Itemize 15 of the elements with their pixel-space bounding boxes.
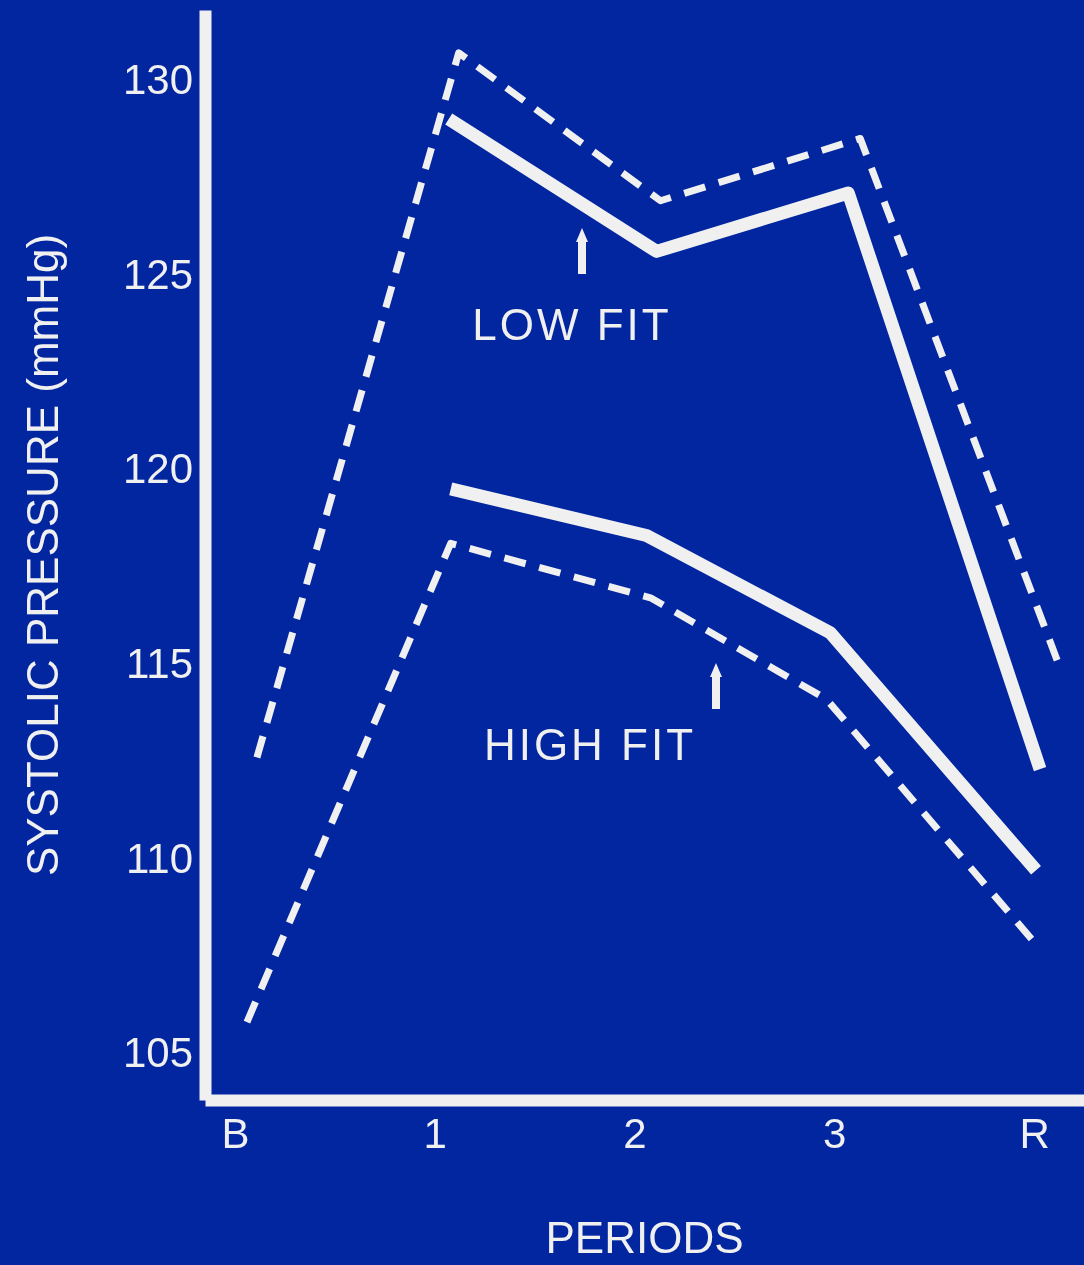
x-tick-label: 3 bbox=[823, 1109, 847, 1157]
y-tick-label: 110 bbox=[126, 834, 193, 882]
y-tick-label: 130 bbox=[122, 56, 193, 104]
y-tick-label: 125 bbox=[122, 250, 193, 298]
x-tick-label: B bbox=[221, 1109, 250, 1157]
x-tick-label: 1 bbox=[423, 1109, 447, 1157]
x-axis-title: PERIODS bbox=[545, 1213, 744, 1262]
annotation: HIGH FIT bbox=[483, 720, 697, 769]
y-tick-label: 115 bbox=[126, 639, 193, 687]
y-axis-title: SYSTOLIC PRESSURE (mmHg) bbox=[18, 233, 67, 877]
y-tick-label: 120 bbox=[122, 445, 193, 493]
annotation: LOW FIT bbox=[472, 300, 672, 349]
x-tick-label: 2 bbox=[623, 1109, 647, 1157]
x-tick-label: R bbox=[1019, 1109, 1050, 1157]
y-tick-label: 105 bbox=[122, 1029, 193, 1077]
